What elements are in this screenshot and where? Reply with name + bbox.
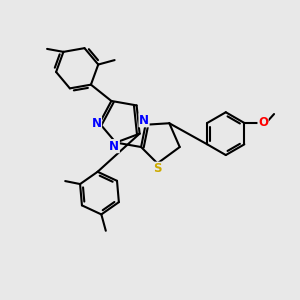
Text: S: S (153, 162, 162, 175)
Text: N: N (92, 117, 101, 130)
Text: O: O (258, 116, 268, 130)
Text: N: N (109, 140, 119, 153)
Text: N: N (139, 114, 149, 127)
